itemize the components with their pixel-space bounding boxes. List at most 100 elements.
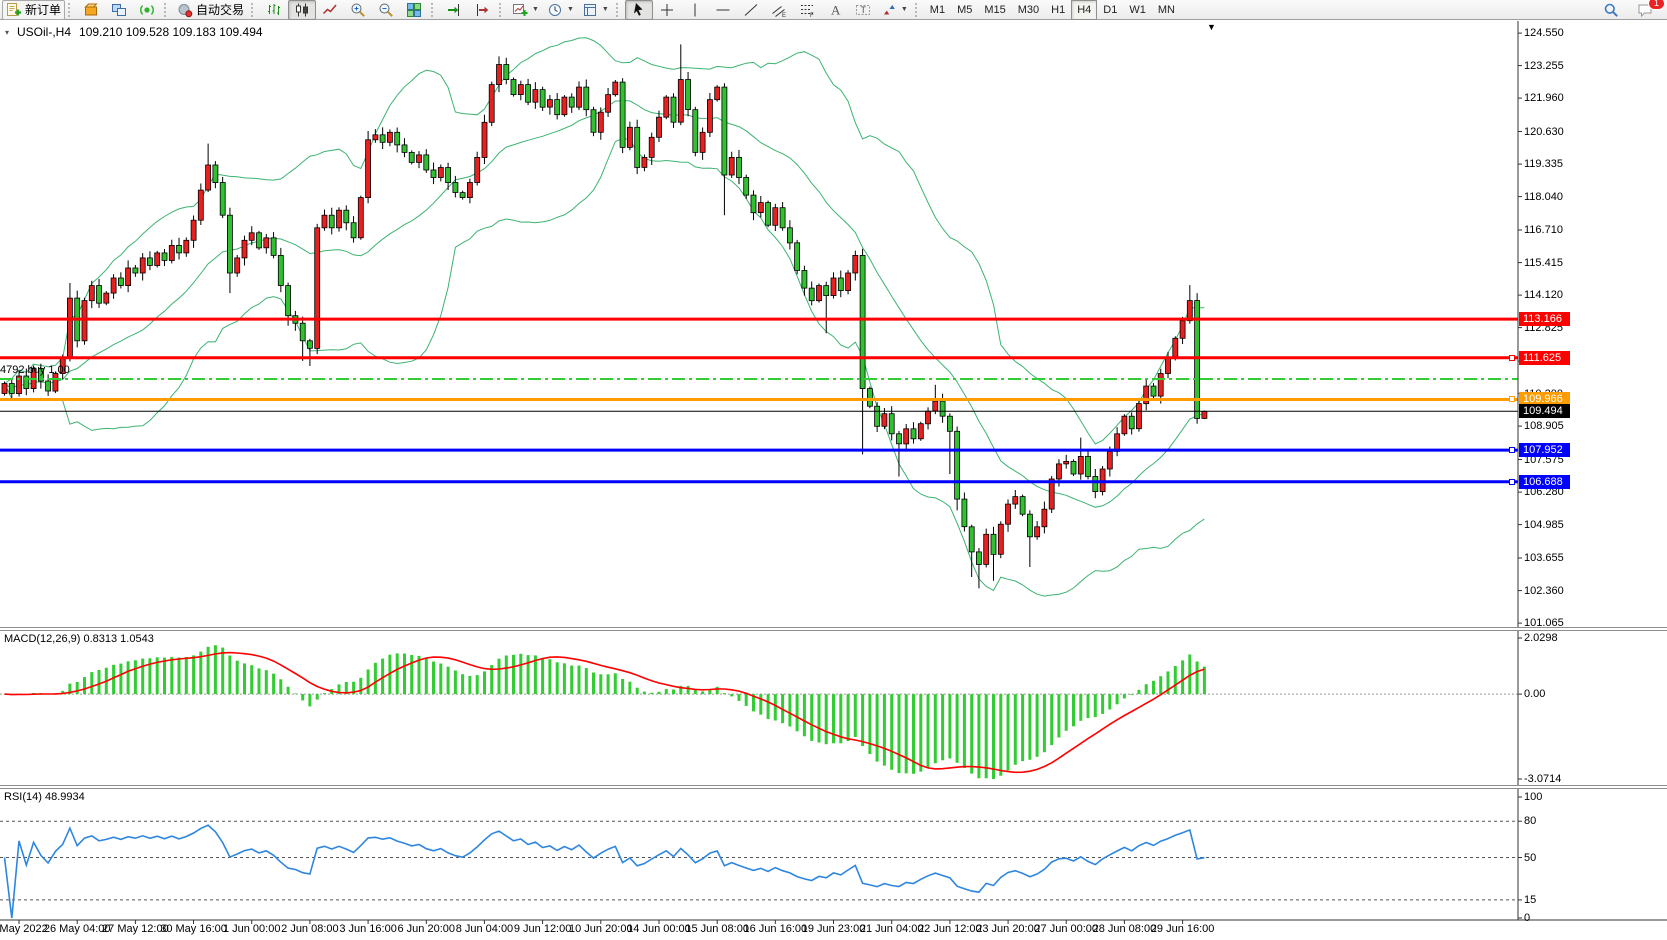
templates-button[interactable]: ▼: [578, 0, 613, 20]
bar-chart-button[interactable]: [260, 0, 288, 20]
candle-body: [118, 277, 124, 286]
new-chart-button[interactable]: [77, 0, 105, 20]
periods-button[interactable]: ▼: [543, 0, 578, 20]
candle-body: [757, 202, 764, 214]
candle-body: [1165, 357, 1171, 374]
arrows-button[interactable]: ▼: [877, 0, 912, 20]
time-tick-label: 10 Jun 20:00: [568, 923, 633, 935]
zoom-in-button[interactable]: [344, 0, 372, 20]
candle-body: [67, 297, 73, 359]
auto-trading-button[interactable]: 自动交易: [173, 0, 248, 20]
candle-body: [110, 277, 117, 294]
candle-body: [1150, 385, 1157, 397]
candlestick-button[interactable]: [288, 0, 317, 20]
timeframe-mn-button[interactable]: MN: [1157, 3, 1175, 16]
price-line-label: 109.966: [1519, 392, 1570, 407]
line-endpoint-marker[interactable]: [1509, 478, 1515, 485]
candle-body: [386, 131, 393, 143]
candle-body: [663, 96, 670, 118]
candle-body: [1012, 496, 1019, 505]
notifications-button[interactable]: 1: [1631, 0, 1665, 20]
candle-body: [612, 81, 619, 96]
candle-body: [1128, 415, 1135, 430]
chart-shift-button[interactable]: [468, 0, 496, 20]
signals-button[interactable]: [133, 0, 161, 20]
auto-scroll-button[interactable]: [440, 0, 468, 20]
candle-body: [590, 109, 597, 133]
crosshair-icon: [660, 3, 673, 16]
line-chart-button[interactable]: [316, 0, 344, 20]
axis-tick-label: 116.710: [1524, 224, 1563, 237]
line-endpoint-marker[interactable]: [1509, 447, 1515, 454]
timeframe-m30-button[interactable]: M30: [1017, 3, 1040, 16]
axis-tick-label: 80: [1524, 815, 1537, 828]
timeframe-h4-button[interactable]: H4: [1071, 0, 1098, 20]
trendline-button[interactable]: [737, 0, 765, 20]
timeframe-d1-button[interactable]: D1: [1103, 3, 1118, 16]
search-button[interactable]: [1597, 0, 1625, 20]
label-button[interactable]: T: [849, 0, 877, 20]
notification-badge: 1: [1648, 0, 1665, 10]
indicators-button[interactable]: ▼: [508, 0, 543, 20]
candle-body: [277, 254, 284, 286]
candle-body: [1121, 415, 1128, 435]
chart-menu-icon[interactable]: ▾: [5, 27, 10, 37]
fibonacci-button[interactable]: F: [793, 0, 821, 20]
dropdown-arrow-icon: ▼: [566, 6, 574, 13]
axis-tick-label: 2.0298: [1524, 632, 1558, 644]
candle-body: [670, 96, 677, 123]
crosshair-button[interactable]: [653, 0, 681, 20]
candle-body: [619, 81, 626, 148]
candle-body: [707, 99, 713, 133]
zoom-out-button[interactable]: [372, 0, 400, 20]
macd-indicator-label: MACD(12,26,9) 0.8313 1.0543: [4, 633, 154, 645]
candle-body: [314, 227, 321, 349]
candle-body: [8, 383, 15, 394]
candle-body: [496, 64, 502, 86]
text-button[interactable]: A: [821, 0, 849, 20]
channel-button[interactable]: E: [765, 0, 793, 20]
candle-body: [212, 164, 219, 184]
timeframe-m5-button[interactable]: M5: [957, 3, 973, 16]
time-tick-label: 28 Jun 08:00: [1092, 923, 1157, 935]
template-icon: [583, 3, 596, 16]
candle-body: [554, 99, 561, 116]
rsi-pane-separator[interactable]: [0, 785, 1667, 789]
horizontal-line-button[interactable]: [709, 0, 737, 20]
timeframe-m1-button[interactable]: M1: [929, 3, 946, 16]
time-tick-label: 8 Jun 04:00: [455, 923, 514, 935]
clock-icon: [548, 3, 561, 16]
chart-symbol-period: USOil-,H4: [17, 25, 72, 39]
candle-body: [408, 151, 415, 163]
candle-body: [88, 285, 95, 302]
candle-body: [226, 214, 233, 274]
line-endpoint-marker[interactable]: [1509, 354, 1515, 361]
candle-body: [394, 131, 401, 146]
tile-windows-button[interactable]: [400, 0, 428, 20]
candle-body: [1027, 513, 1033, 538]
axis-tick-label: 124.550: [1524, 27, 1564, 40]
time-tick-label: 27 Jun 00:00: [1034, 923, 1099, 935]
chart-shift-marker[interactable]: ▼: [1207, 22, 1216, 32]
macd-pane-separator[interactable]: [0, 627, 1667, 631]
candle-body: [372, 134, 379, 141]
new-order-button[interactable]: 新订单: [2, 0, 66, 20]
candle-body: [161, 252, 168, 261]
timeframe-m15-button[interactable]: M15: [984, 3, 1006, 16]
candle-body: [1136, 403, 1142, 430]
vertical-line-button[interactable]: [681, 0, 709, 20]
cursor-button[interactable]: [624, 0, 653, 20]
candle-body: [634, 126, 641, 168]
timeframe-h1-button[interactable]: H1: [1051, 3, 1066, 16]
zoom-out-icon: [379, 3, 393, 17]
candle-body: [503, 64, 510, 81]
candle-body: [539, 89, 546, 108]
candle-body: [808, 287, 815, 302]
timeframe-w1-button[interactable]: W1: [1129, 3, 1146, 16]
profiles-button[interactable]: [105, 0, 133, 20]
line-endpoint-marker[interactable]: [1509, 396, 1515, 403]
candle-body: [837, 277, 844, 292]
search-icon: [1604, 3, 1618, 17]
candle-body: [845, 272, 851, 292]
